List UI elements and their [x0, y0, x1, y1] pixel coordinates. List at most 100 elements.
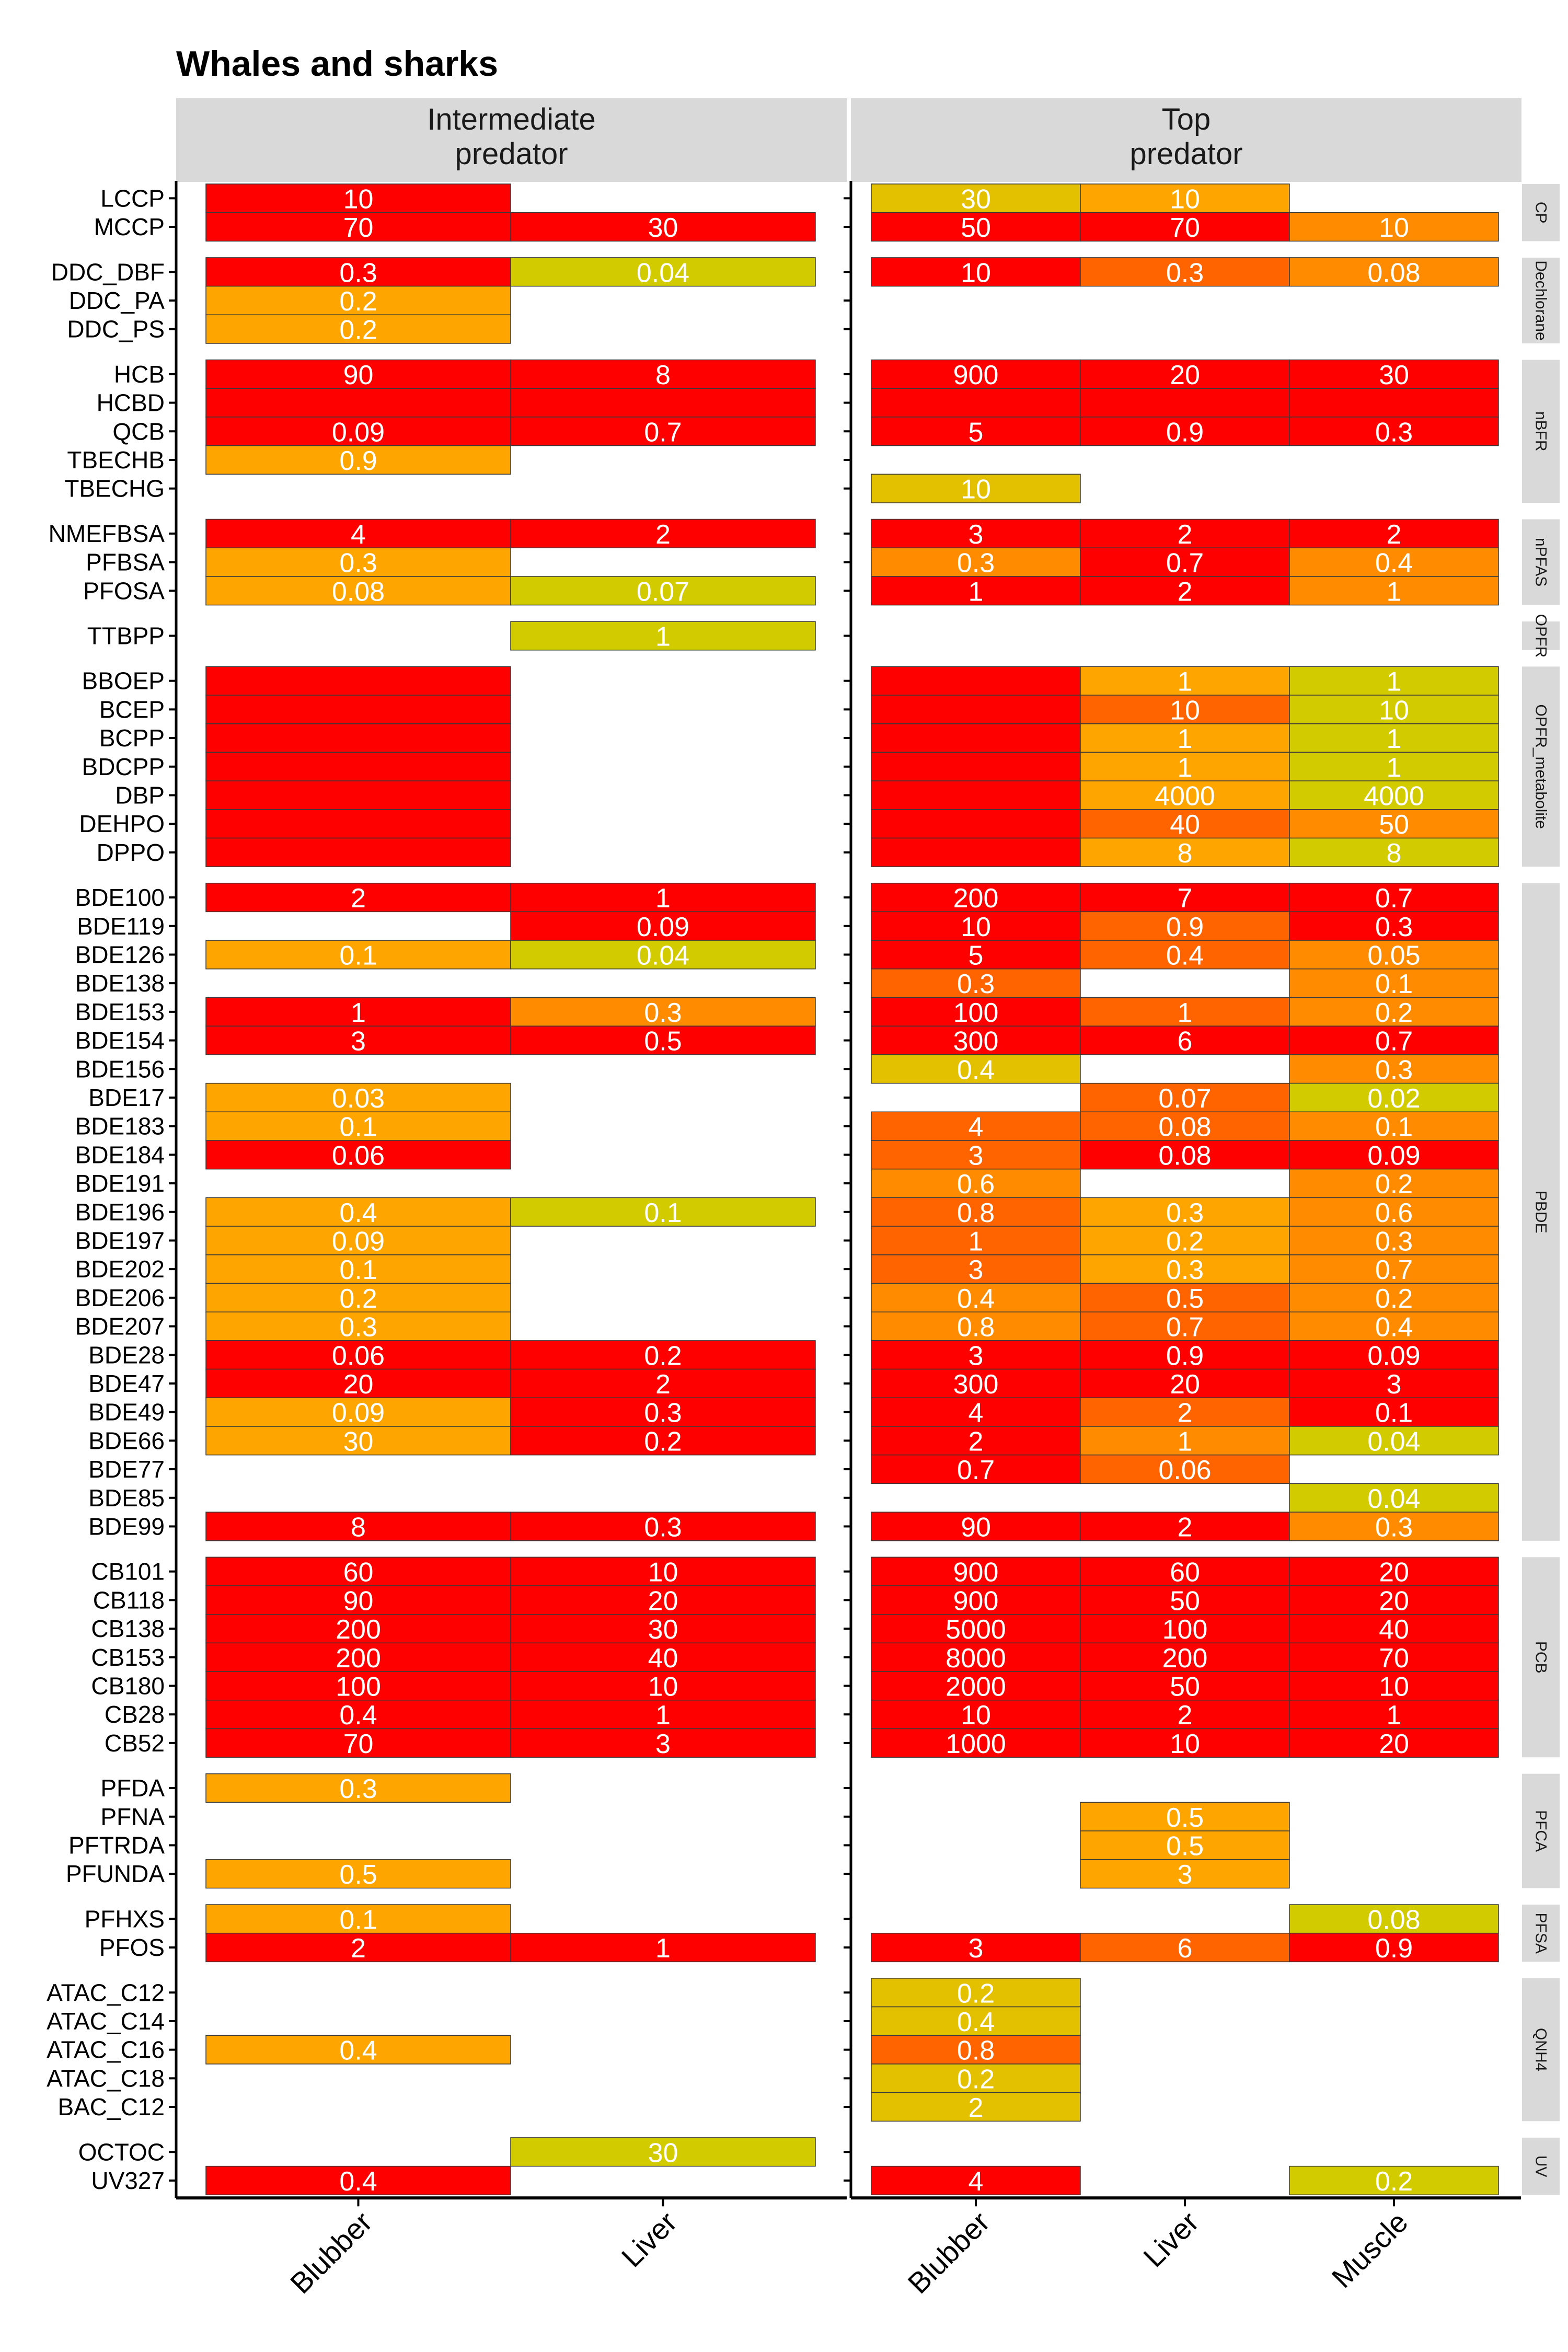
cell-value-label: 0.07	[1158, 1083, 1211, 1114]
cell-value-label: 2000	[946, 1671, 1006, 1702]
cell-value-label: 20	[1170, 1369, 1200, 1400]
heatmap-cell	[1289, 1642, 1499, 1672]
y-tick-label: BDE126	[75, 941, 165, 968]
y-tick-label: ATAC_C18	[47, 2065, 165, 2092]
cell-value-label: 0.6	[957, 1169, 995, 1200]
cell-value-label: 8	[351, 1512, 366, 1542]
group-strip	[1522, 2137, 1560, 2195]
y-tick-label: ATAC_C12	[47, 1979, 165, 2006]
cell-value-label: 0.09	[1367, 1341, 1420, 1371]
heatmap-cell	[871, 997, 1081, 1027]
heatmap-cell	[1080, 780, 1290, 810]
heatmap-cell	[1289, 1613, 1499, 1644]
cell-value-label: 0.4	[339, 2036, 377, 2066]
heatmap-cell	[1080, 1025, 1290, 1055]
heatmap-cell	[871, 1932, 1081, 1963]
heatmap-cell	[205, 576, 511, 606]
cell-value-label: 0.2	[644, 1341, 682, 1371]
heatmap-cell	[871, 1613, 1081, 1644]
heatmap-cell	[871, 837, 1081, 867]
column-strip-label: predator	[455, 137, 568, 171]
cell-value-label: 3	[969, 520, 984, 550]
cell-value-label: 0.7	[1375, 1255, 1413, 1285]
heatmap-cell	[1080, 547, 1290, 577]
cell-value-label: 0.9	[339, 446, 377, 476]
cell-value-label: 0.3	[339, 1774, 377, 1804]
heatmap-cell	[1289, 1932, 1499, 1963]
cell-value-label: 0.09	[332, 1226, 385, 1256]
heatmap-cell	[510, 1340, 816, 1370]
cell-value-label: 0.04	[637, 940, 689, 971]
cell-value-label: 300	[953, 1027, 999, 1057]
cell-value-label: 1	[1178, 998, 1193, 1028]
heatmap-cell	[205, 1585, 511, 1615]
y-tick-label: TTBPP	[87, 622, 165, 649]
cell-value-label: 0.1	[1375, 1112, 1413, 1143]
heatmap-cell	[510, 388, 816, 418]
heatmap-cell	[510, 1512, 816, 1541]
row-group-strips: CP Dechlorane nBFR nPFAS OPFR OPFR_metabolite…	[1522, 184, 1560, 2195]
heatmap-cell	[510, 1557, 816, 1586]
cell-value-label: 1	[1387, 753, 1402, 783]
cell-value-label: 20	[1379, 1586, 1409, 1616]
cell-value-label: 30	[961, 184, 991, 214]
cell-value-label: 3	[1178, 1860, 1193, 1890]
heatmap-cell	[205, 1904, 511, 1934]
heatmap-cell	[1080, 1140, 1290, 1170]
heatmap-cell	[1080, 1311, 1290, 1341]
y-tick-label: BCEP	[99, 696, 165, 723]
heatmap-cell	[1289, 1197, 1499, 1227]
heatmap-cell	[871, 1254, 1081, 1284]
heatmap-cell	[205, 417, 511, 446]
cell-value-label: 0.3	[1375, 912, 1413, 942]
cell-value-label: 0.5	[1166, 1284, 1204, 1314]
cell-value-label: 2	[655, 520, 671, 550]
group-strip	[1522, 883, 1560, 1541]
heatmap-cell	[871, 666, 1081, 696]
cell-value-label: 0.09	[332, 417, 385, 447]
cell-value-label: 60	[1170, 1558, 1200, 1588]
cell-value-label: 0.1	[339, 1255, 377, 1285]
cell-value-label: 1	[969, 577, 984, 607]
heatmap-cell	[1289, 1054, 1499, 1084]
group-strip	[1522, 519, 1560, 605]
cell-value-label: 300	[953, 1369, 999, 1400]
heatmap-cell	[1289, 1904, 1499, 1934]
cell-value-label: 0.06	[332, 1140, 385, 1171]
heatmap-cell	[1080, 183, 1290, 213]
group-strip-label: QNH4	[1532, 2028, 1550, 2071]
cell-value-label: 0.9	[1166, 1341, 1204, 1371]
cell-value-label: 10	[1379, 695, 1409, 725]
group-strip	[1522, 257, 1560, 343]
cell-value-label: 0.06	[332, 1341, 385, 1371]
cell-value-label: 0.4	[339, 1198, 377, 1228]
heatmap-cell	[510, 882, 816, 913]
cell-value-label: 0.1	[339, 940, 377, 971]
cell-value-label: 0.7	[1375, 883, 1413, 914]
heatmap-cell	[1080, 1728, 1290, 1758]
cell-value-label: 0.3	[644, 1398, 682, 1428]
y-tick-label: DBP	[115, 781, 165, 809]
heatmap-cell	[871, 1642, 1081, 1672]
heatmap-cell	[1080, 1700, 1290, 1730]
y-tick-label: DDC_DBF	[51, 258, 165, 285]
cell-value-label: 0.2	[1375, 998, 1413, 1028]
cell-value-label: 0.08	[1367, 1905, 1420, 1935]
y-tick-label: HCB	[114, 361, 165, 388]
heatmap-cell	[205, 940, 511, 970]
cell-value-label: 2	[1178, 1512, 1193, 1542]
heatmap-cell	[510, 1426, 816, 1456]
group-strip	[1522, 1978, 1560, 2122]
cell-value-label: 20	[1170, 360, 1200, 390]
cell-value-label: 0.7	[1166, 1312, 1204, 1343]
y-tick-label: TBECHG	[64, 475, 165, 502]
heatmap-cell	[871, 212, 1081, 242]
cell-value-label: 0.4	[1375, 548, 1413, 579]
group-strip	[1522, 184, 1560, 241]
column-strip-label: Intermediate	[427, 102, 595, 136]
heatmap-cell	[1080, 723, 1290, 753]
cell-value-label: 0.3	[644, 998, 682, 1028]
heatmap-cell	[871, 417, 1081, 446]
heatmap-cell	[871, 911, 1081, 941]
cell-value-label: 0.2	[1375, 1284, 1413, 1314]
